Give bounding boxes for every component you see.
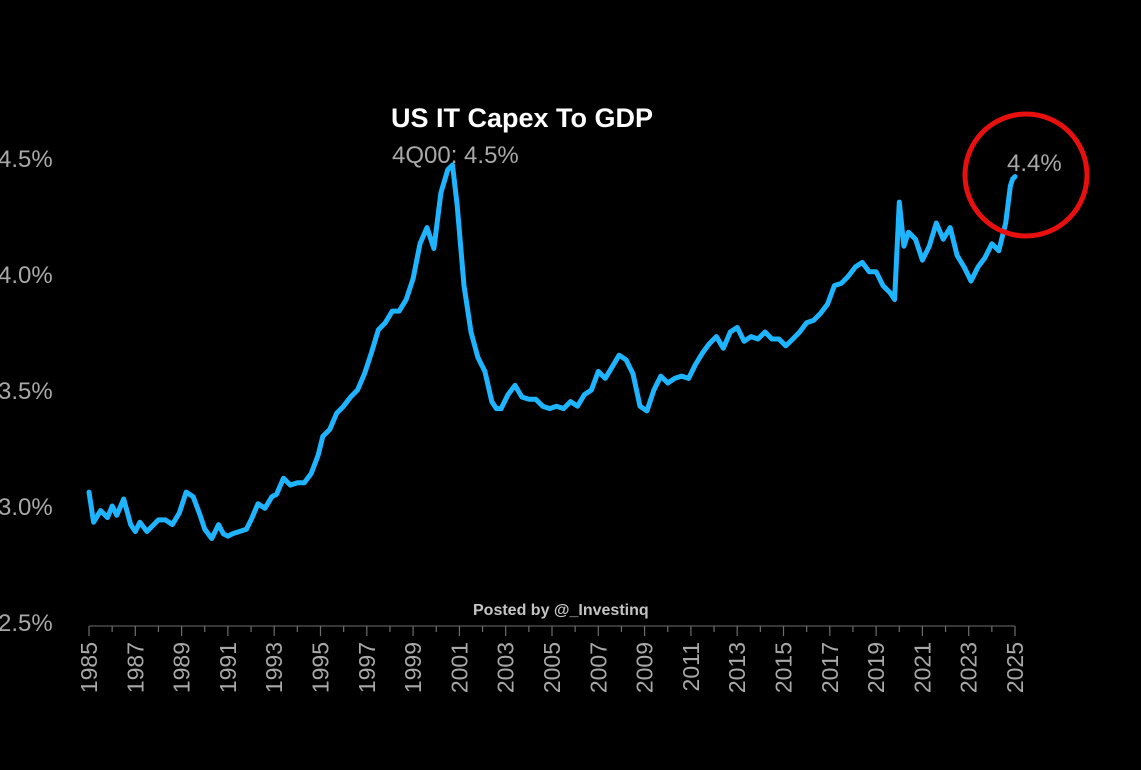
series-line	[86, 162, 1018, 541]
y-tick-label: 4.5%	[0, 146, 53, 173]
x-tick-label: 1991	[215, 642, 241, 693]
highlight-circle	[962, 111, 1090, 239]
x-tick-label: 2015	[771, 642, 797, 693]
x-tick-label: 2003	[493, 642, 519, 693]
x-axis: 1985 1987 1989 1991 1993 1995 1997 1999 2001 2003…	[76, 625, 1028, 693]
x-tick-label: 1997	[354, 642, 380, 693]
x-tick-label: 1995	[308, 642, 334, 693]
series-layer	[86, 162, 1018, 541]
x-tick-label: 1987	[122, 642, 148, 693]
x-tick-label: 1999	[400, 642, 426, 693]
x-tick-label: 2017	[817, 642, 843, 693]
y-tick-label: 3.5%	[0, 378, 53, 405]
x-tick-label: 2007	[585, 642, 611, 693]
y-tick-label: 3.0%	[0, 494, 53, 521]
x-tick-label: 1993	[261, 642, 287, 693]
x-tick-label: 2013	[724, 642, 750, 693]
x-tick-label: 1985	[76, 642, 102, 693]
watermark-text: Posted by @_Investinq	[473, 602, 649, 619]
peak-annotation: 4Q00: 4.5%	[392, 142, 519, 169]
chart-title: US IT Capex To GDP	[391, 103, 653, 133]
x-tick-label: 2009	[632, 642, 658, 693]
x-tick-label: 1989	[169, 642, 195, 693]
y-axis-ticks: 2.5% 3.0% 3.5% 4.0% 4.5%	[0, 146, 53, 637]
x-tick-label: 2025	[1002, 642, 1028, 693]
y-tick-label: 2.5%	[0, 610, 53, 637]
latest-value-annotation: 4.4%	[1007, 150, 1062, 177]
x-tick-label: 2011	[678, 642, 704, 691]
x-tick-label: 2021	[909, 642, 935, 693]
x-tick-label: 2019	[863, 642, 889, 693]
x-tick-label: 2001	[446, 642, 472, 693]
y-tick-label: 4.0%	[0, 262, 53, 289]
x-tick-label: 2005	[539, 642, 565, 693]
x-tick-label: 2023	[956, 642, 982, 693]
